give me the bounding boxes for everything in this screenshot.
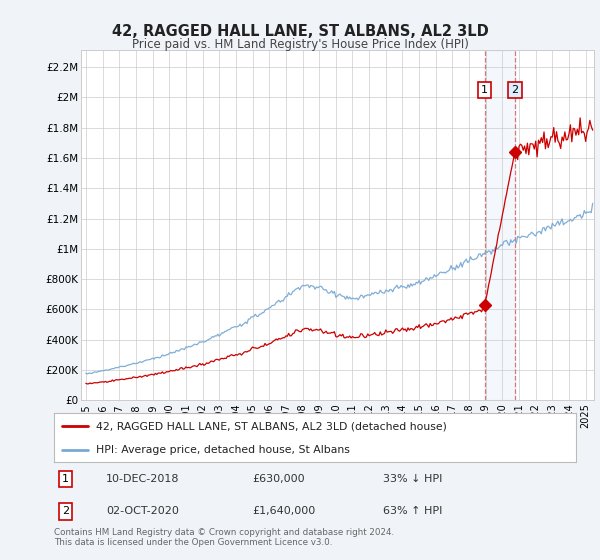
Text: 33% ↓ HPI: 33% ↓ HPI — [383, 474, 442, 484]
Text: 2: 2 — [511, 85, 518, 95]
Text: £630,000: £630,000 — [253, 474, 305, 484]
Bar — [485, 50, 515, 400]
Text: Price paid vs. HM Land Registry's House Price Index (HPI): Price paid vs. HM Land Registry's House … — [131, 38, 469, 51]
Text: Contains HM Land Registry data © Crown copyright and database right 2024.
This d: Contains HM Land Registry data © Crown c… — [54, 528, 394, 547]
Text: 10-DEC-2018: 10-DEC-2018 — [106, 474, 180, 484]
Text: 1: 1 — [62, 474, 69, 484]
Text: 42, RAGGED HALL LANE, ST ALBANS, AL2 3LD: 42, RAGGED HALL LANE, ST ALBANS, AL2 3LD — [112, 24, 488, 39]
Text: £1,640,000: £1,640,000 — [253, 506, 316, 516]
Text: 42, RAGGED HALL LANE, ST ALBANS, AL2 3LD (detached house): 42, RAGGED HALL LANE, ST ALBANS, AL2 3LD… — [96, 421, 446, 431]
Text: 02-OCT-2020: 02-OCT-2020 — [106, 506, 179, 516]
Text: HPI: Average price, detached house, St Albans: HPI: Average price, detached house, St A… — [96, 445, 350, 455]
Text: 2: 2 — [62, 506, 69, 516]
Text: 63% ↑ HPI: 63% ↑ HPI — [383, 506, 442, 516]
Text: 1: 1 — [481, 85, 488, 95]
